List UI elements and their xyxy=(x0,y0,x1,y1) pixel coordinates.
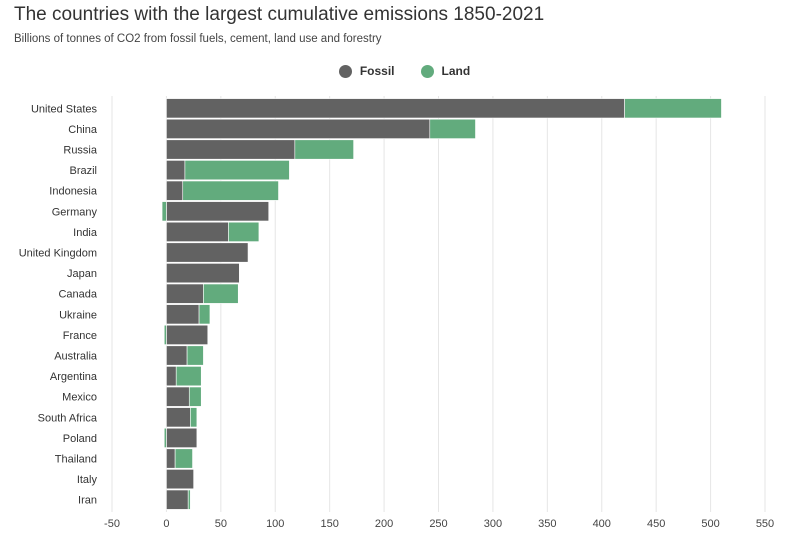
x-tick-label: 350 xyxy=(538,518,556,530)
bar-land-france xyxy=(163,324,167,345)
bar-fossil-thailand xyxy=(166,448,176,469)
chart-subtitle: Billions of tonnes of CO2 from fossil fu… xyxy=(14,33,382,45)
bar-land-india xyxy=(228,221,260,242)
bar-land-argentina xyxy=(175,366,202,387)
x-tick-label: 50 xyxy=(215,518,227,530)
x-tick-label: 250 xyxy=(429,518,447,530)
bar-land-brazil xyxy=(184,160,290,181)
bar-land-thailand xyxy=(174,448,193,469)
legend-label-land: Land xyxy=(441,64,471,78)
category-label: Mexico xyxy=(62,392,97,404)
bar-fossil-germany xyxy=(166,201,270,222)
x-tick-label: 450 xyxy=(647,518,665,530)
bar-land-iran xyxy=(187,489,191,510)
category-label: United States xyxy=(31,103,98,115)
bar-fossil-japan xyxy=(166,263,240,284)
legend-label-fossil: Fossil xyxy=(359,64,395,78)
bar-fossil-china xyxy=(166,118,431,139)
x-tick-label: 400 xyxy=(593,518,611,530)
bar-land-poland xyxy=(163,427,167,448)
bar-land-canada xyxy=(203,283,239,304)
category-label: Argentina xyxy=(50,371,98,383)
legend-swatch-fossil xyxy=(338,64,352,78)
bar-fossil-mexico xyxy=(166,386,190,407)
bar-land-mexico xyxy=(188,386,202,407)
category-label: Indonesia xyxy=(49,186,98,198)
bar-fossil-australia xyxy=(166,345,188,366)
x-tick-label: 200 xyxy=(375,518,393,530)
category-label: Brazil xyxy=(69,165,97,177)
category-label: Iran xyxy=(78,495,97,507)
bar-fossil-france xyxy=(166,324,209,345)
x-tick-label: -50 xyxy=(104,518,120,530)
category-label: United Kingdom xyxy=(19,248,97,260)
x-tick-label: 500 xyxy=(701,518,719,530)
bar-fossil-italy xyxy=(166,469,194,490)
bar-land-ukraine xyxy=(198,304,211,325)
bar-fossil-india xyxy=(166,221,229,242)
bar-fossil-poland xyxy=(166,427,198,448)
bar-fossil-iran xyxy=(166,489,189,510)
x-tick-label: 150 xyxy=(320,518,338,530)
category-label: China xyxy=(68,124,98,136)
bar-land-indonesia xyxy=(182,180,279,201)
x-tick-label: 0 xyxy=(163,518,169,530)
bar-fossil-argentina xyxy=(166,366,177,387)
category-label: Ukraine xyxy=(59,309,97,321)
category-label: Poland xyxy=(63,433,97,445)
bar-land-united-states xyxy=(624,98,722,119)
category-label: Germany xyxy=(52,206,98,218)
bar-land-germany xyxy=(161,201,167,222)
bar-fossil-ukraine xyxy=(166,304,200,325)
category-label: Japan xyxy=(67,268,97,280)
bar-land-south-africa xyxy=(190,407,198,428)
category-label: South Africa xyxy=(38,412,98,424)
x-tick-label: 100 xyxy=(266,518,284,530)
legend-item-land[interactable]: Land xyxy=(420,64,471,78)
category-label: France xyxy=(63,330,97,342)
bar-fossil-south-africa xyxy=(166,407,191,428)
category-label: Thailand xyxy=(55,454,97,466)
category-label: India xyxy=(73,227,98,239)
legend-swatch-land xyxy=(420,64,434,78)
category-label: Australia xyxy=(54,351,98,363)
chart-title: The countries with the largest cumulativ… xyxy=(14,4,545,25)
category-label: Canada xyxy=(58,289,97,301)
bar-land-russia xyxy=(294,139,354,160)
legend-item-fossil[interactable]: Fossil xyxy=(338,64,395,78)
bar-fossil-russia xyxy=(166,139,296,160)
category-label: Russia xyxy=(63,145,98,157)
bar-fossil-brazil xyxy=(166,160,186,181)
bar-fossil-indonesia xyxy=(166,180,184,201)
bar-land-australia xyxy=(186,345,204,366)
legend: Fossil Land xyxy=(0,64,809,78)
category-label: Italy xyxy=(77,474,98,486)
bar-land-china xyxy=(429,118,476,139)
x-tick-label: 300 xyxy=(484,518,502,530)
bar-fossil-united-kingdom xyxy=(166,242,249,263)
bar-fossil-united-states xyxy=(166,98,625,119)
x-tick-label: 550 xyxy=(756,518,774,530)
bar-fossil-canada xyxy=(166,283,204,304)
